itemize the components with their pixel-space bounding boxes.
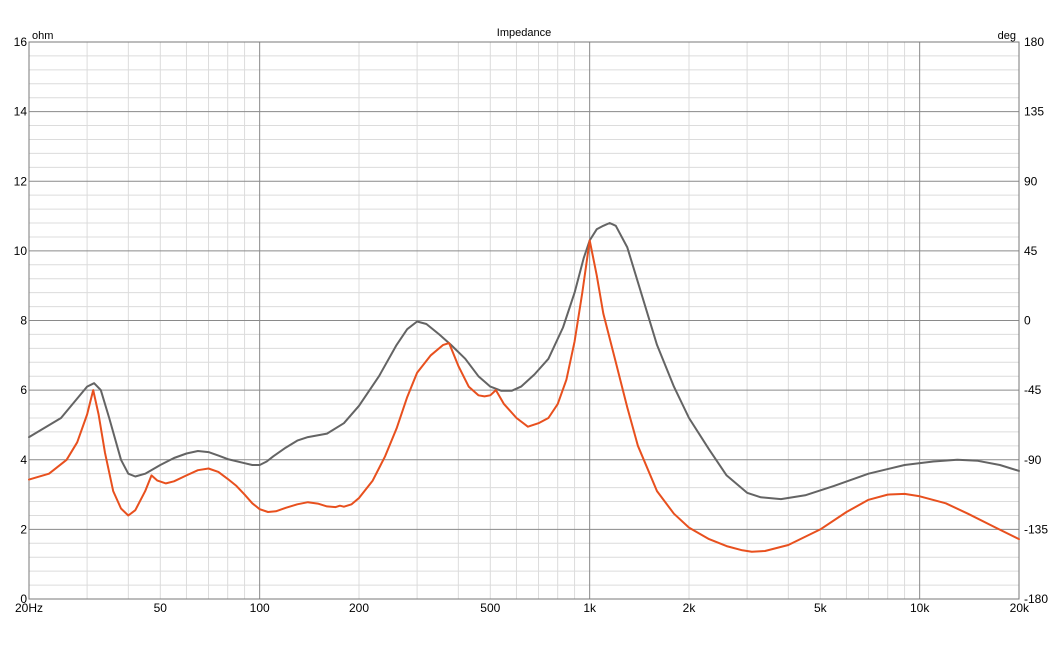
right-y-tick-label: 135 — [1024, 105, 1044, 119]
left-y-tick-label: 0 — [20, 592, 27, 606]
major-gridlines — [29, 42, 1019, 599]
left-y-tick-label: 2 — [20, 522, 27, 536]
left-y-tick-label: 6 — [20, 383, 27, 397]
left-y-tick-label: 10 — [14, 244, 28, 258]
x-axis-tick-labels: 20Hz 50 100 200 500 1k 2k 5k 10k 20k — [15, 601, 1030, 615]
left-y-tick-label: 8 — [20, 314, 27, 328]
right-y-tick-label: -180 — [1024, 592, 1048, 606]
right-y-tick-label: 0 — [1024, 314, 1031, 328]
right-y-tick-label: -45 — [1024, 383, 1042, 397]
left-y-tick-label: 16 — [14, 35, 28, 49]
x-tick-label: 20Hz — [15, 601, 43, 615]
left-y-tick-label: 12 — [14, 174, 28, 188]
x-tick-label: 20k — [1010, 601, 1030, 615]
right-y-tick-label: 45 — [1024, 244, 1038, 258]
right-axis-unit: deg — [998, 30, 1016, 42]
right-y-tick-label: 90 — [1024, 174, 1038, 188]
right-y-tick-label: -90 — [1024, 453, 1042, 467]
plot-area-border — [28, 41, 1020, 600]
x-tick-label: 500 — [480, 601, 500, 615]
right-y-tick-label: -135 — [1024, 522, 1048, 536]
series-line-2 — [28, 239, 1020, 553]
x-tick-label: 5k — [814, 601, 828, 615]
left-axis-tick-labels: 0 2 4 6 8 10 12 14 16 — [14, 35, 28, 606]
left-axis-unit: ohm — [32, 30, 53, 42]
right-y-tick-label: 180 — [1024, 35, 1044, 49]
left-y-tick-label: 4 — [20, 453, 27, 467]
x-tick-label: 2k — [683, 601, 697, 615]
series-layer — [28, 222, 1020, 553]
chart-title: Impedance — [497, 27, 551, 39]
x-tick-label: 1k — [583, 601, 597, 615]
left-y-tick-label: 14 — [14, 105, 28, 119]
x-tick-label: 100 — [250, 601, 270, 615]
x-tick-label: 50 — [154, 601, 168, 615]
x-tick-label: 10k — [910, 601, 930, 615]
series-line-1 — [28, 222, 1020, 501]
right-axis-tick-labels: -180 -135 -90 -45 0 45 90 135 180 — [1024, 35, 1048, 606]
x-tick-label: 200 — [349, 601, 369, 615]
